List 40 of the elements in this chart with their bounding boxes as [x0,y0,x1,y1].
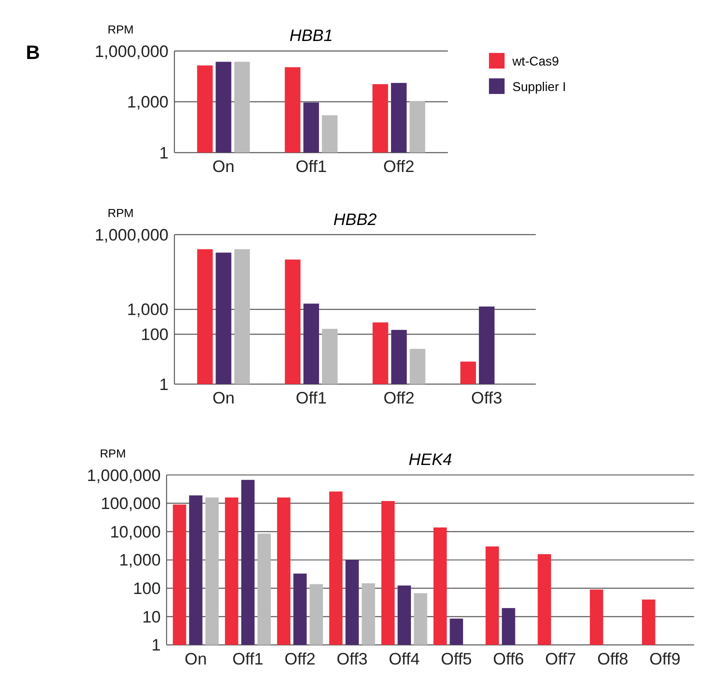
chart-title: HBB1 [289,26,333,46]
x-tick-label: On [212,157,235,176]
y-axis-title: RPM [108,207,134,220]
y-axis-title: RPM [108,23,134,36]
x-tick-label: Off9 [649,649,680,668]
y-tick-label: 1 [159,374,169,394]
y-tick-label: 100,000 [100,494,161,514]
x-tick-label: Off7 [545,649,576,668]
chart-title: HBB2 [333,210,377,229]
x-tick-label: Off5 [440,649,472,668]
y-tick-label: 10 [142,607,161,626]
x-tick-label: Off2 [383,388,415,408]
y-tick-label: 100 [133,579,161,598]
y-tick-label: 1,000 [127,300,169,320]
y-tick-label: 1 [159,143,169,162]
x-tick-label: Off6 [492,649,524,668]
x-tick-label: On [212,388,235,408]
chart-title: HEK4 [408,450,452,470]
y-tick-label: 1,000,000 [94,225,169,244]
x-tick-label: Off2 [383,157,414,176]
y-tick-label: 100 [140,325,169,344]
x-tick-label: Off3 [336,649,368,668]
x-tick-label: On [184,649,207,668]
x-tick-label: Off8 [597,649,628,668]
legend-label: Supplier I [512,80,566,94]
x-tick-label: Off4 [388,649,420,668]
text: B [26,42,40,64]
x-tick-label: Off1 [296,388,327,408]
y-tick-label: 10,000 [110,522,161,542]
legend-label: wt-Cas9 [511,54,559,69]
x-tick-label: Off1 [232,649,264,668]
y-tick-label: 1,000,000 [94,42,169,61]
y-tick-label: 1,000 [119,550,161,570]
y-axis-title: RPM [100,447,126,460]
x-tick-label: Off1 [296,157,327,176]
x-tick-label: Off3 [471,388,502,408]
x-tick-label: Off2 [284,649,316,668]
y-tick-label: 1,000,000 [86,466,161,485]
y-tick-label: 1 [151,636,161,655]
y-tick-label: 1,000 [127,92,169,112]
